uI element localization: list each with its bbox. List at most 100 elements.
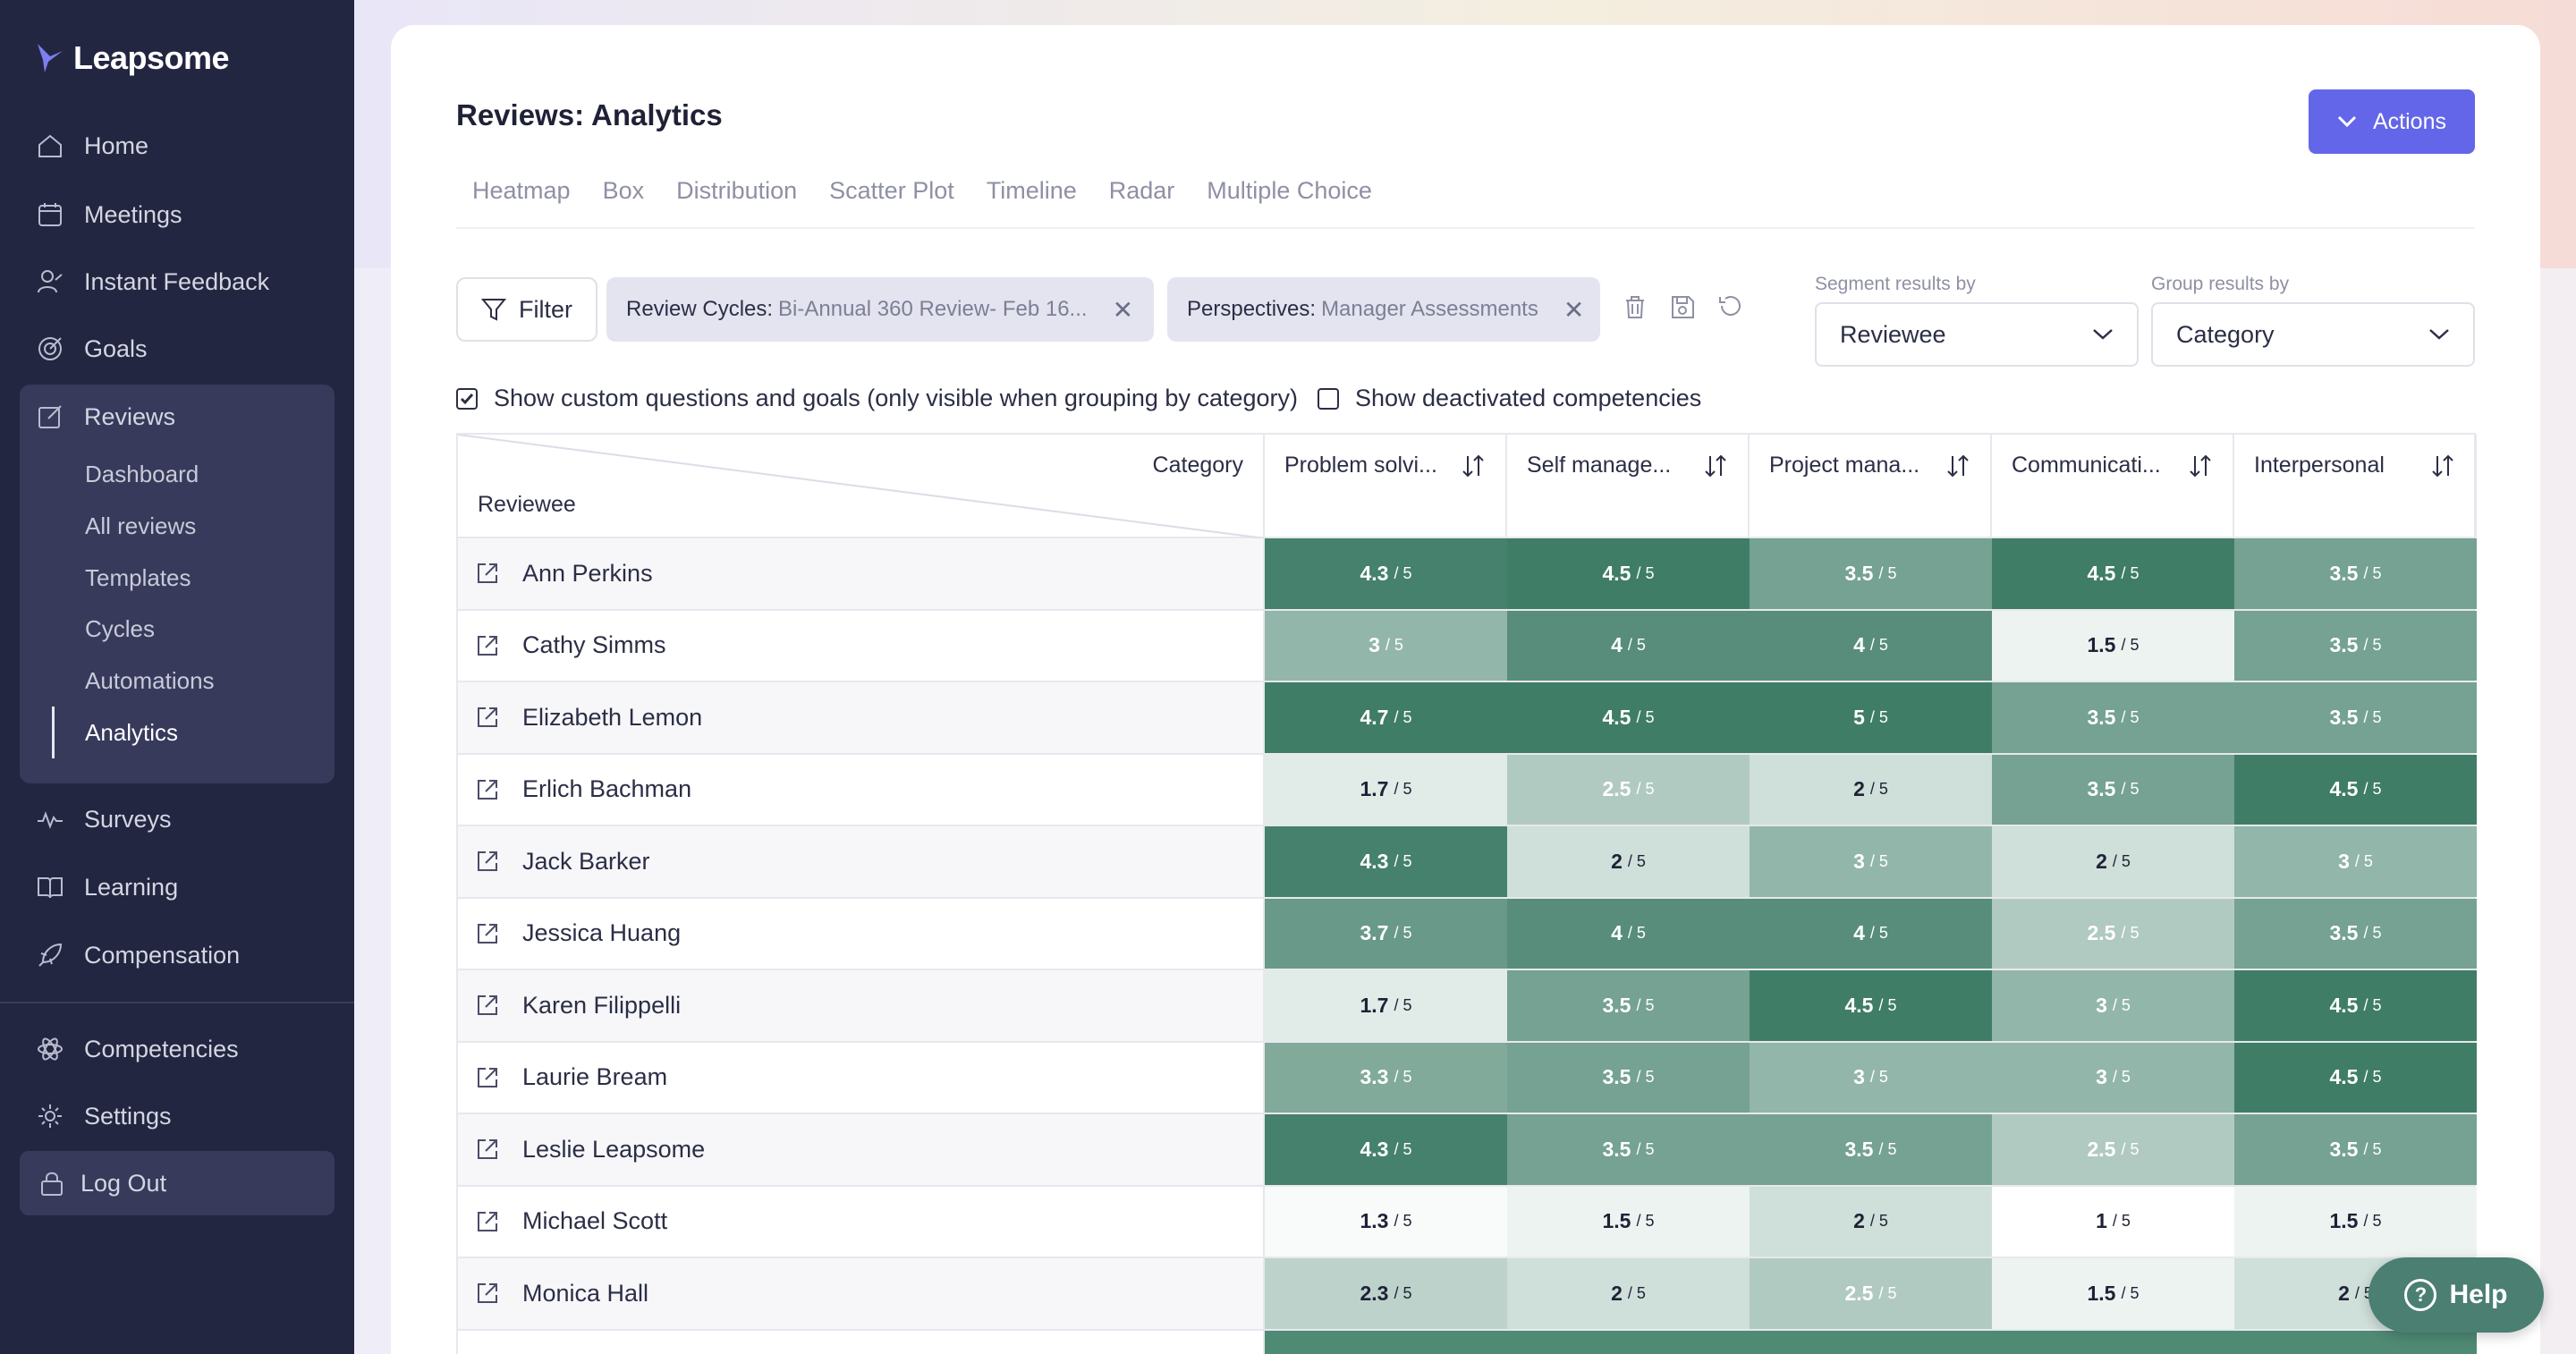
sidebar-item-settings[interactable]: Settings — [36, 1089, 172, 1143]
reviewee-cell[interactable]: Erlich Bachman — [458, 754, 1265, 825]
reviewee-cell[interactable]: Nick Y... — [458, 1330, 1265, 1354]
score-denominator: / 5 — [2363, 924, 2382, 943]
external-link-icon[interactable] — [474, 560, 501, 587]
filter-button[interactable]: Filter — [456, 277, 597, 342]
filter-chip-review-cycles[interactable]: Review Cycles: Bi-Annual 360 Review- Feb… — [606, 277, 1154, 342]
reviewee-cell[interactable]: Karen Filippelli — [458, 970, 1265, 1041]
reviewee-cell[interactable]: Leslie Leapsome — [458, 1114, 1265, 1185]
sidebar-item-instant-feedback[interactable]: Instant Feedback — [36, 255, 269, 309]
external-link-icon[interactable] — [474, 704, 501, 731]
tab-distribution[interactable]: Distribution — [676, 177, 798, 204]
external-link-icon[interactable] — [474, 776, 501, 803]
score-cell: 3.5/ 5 — [2234, 898, 2477, 969]
sidebar-item-learning[interactable]: Learning — [36, 860, 178, 914]
column-header[interactable]: Communicati... — [1992, 435, 2234, 538]
tab-heatmap[interactable]: Heatmap — [472, 177, 571, 204]
reviewee-name: Ann Perkins — [522, 559, 653, 587]
external-link-icon[interactable] — [474, 632, 501, 659]
question-icon: ? — [2404, 1279, 2437, 1311]
sidebar-item-home[interactable]: Home — [36, 119, 148, 173]
score-cell: 4/ 5 — [1507, 898, 1750, 969]
save-icon[interactable] — [1669, 293, 1698, 322]
sort-icon[interactable] — [2430, 453, 2455, 479]
sidebar-item-competencies[interactable]: Competencies — [36, 1022, 239, 1076]
sidebar-sub-templates[interactable]: Templates — [85, 564, 191, 591]
custom-questions-toggle[interactable]: Show custom questions and goals (only vi… — [456, 385, 1298, 412]
reviewee-cell[interactable]: Michael Scott — [458, 1186, 1265, 1257]
external-link-icon[interactable] — [474, 992, 501, 1019]
reviewee-cell[interactable]: Monica Hall — [458, 1258, 1265, 1329]
score-cell: 3.5/ 5 — [1507, 1114, 1750, 1185]
reviewee-cell[interactable]: Elizabeth Lemon — [458, 682, 1265, 753]
column-header[interactable]: Problem solvi... — [1265, 435, 1507, 538]
sidebar-item-surveys[interactable]: Surveys — [36, 792, 172, 846]
tab-scatter-plot[interactable]: Scatter Plot — [829, 177, 954, 204]
tab-timeline[interactable]: Timeline — [986, 177, 1077, 204]
sort-icon[interactable] — [1945, 453, 1970, 479]
tab-multiple-choice[interactable]: Multiple Choice — [1207, 177, 1372, 204]
filter-chip-perspectives[interactable]: Perspectives: Manager Assessments ✕ — [1167, 277, 1600, 342]
sort-icon[interactable] — [2188, 453, 2213, 479]
score-cell: 4.5/ 5 — [2234, 970, 2477, 1041]
score-value: 2 — [2096, 849, 2107, 873]
sidebar-item-meetings[interactable]: Meetings — [36, 188, 182, 241]
score-value: 4.5 — [1602, 705, 1631, 729]
table-row: Michael Scott 1.3/ 5 1.5/ 5 2/ 5 1/ 5 1.5/ 5 — [458, 1186, 2477, 1258]
trash-icon[interactable] — [1622, 293, 1650, 322]
column-header[interactable]: Project mana... — [1750, 435, 1992, 538]
sidebar-sub-cycles[interactable]: Cycles — [85, 615, 156, 642]
external-link-icon[interactable] — [474, 848, 501, 875]
score-cell — [1507, 1330, 1750, 1354]
checkbox-unchecked[interactable] — [1318, 387, 1339, 410]
sort-icon[interactable] — [1703, 453, 1728, 479]
sidebar-sub-all-reviews[interactable]: All reviews — [85, 512, 197, 539]
score-cell: 3.5/ 5 — [2234, 610, 2477, 681]
segment-select[interactable]: Reviewee — [1815, 302, 2139, 367]
column-header[interactable]: Interpersonal — [2234, 435, 2477, 538]
reviewee-cell[interactable]: Jack Barker — [458, 826, 1265, 897]
external-link-icon[interactable] — [474, 920, 501, 947]
sidebar-sub-dashboard[interactable]: Dashboard — [85, 461, 199, 487]
close-icon[interactable]: ✕ — [1112, 295, 1134, 324]
reviewee-cell[interactable]: Jessica Huang — [458, 898, 1265, 969]
external-link-icon[interactable] — [474, 1208, 501, 1235]
sort-icon[interactable] — [1461, 453, 1486, 479]
reviewee-cell[interactable]: Cathy Simms — [458, 610, 1265, 681]
score-value: 1.7 — [1360, 993, 1389, 1017]
score-value: 2 — [2338, 1281, 2350, 1305]
reset-icon[interactable] — [1716, 293, 1745, 322]
reviewee-cell[interactable]: Laurie Bream — [458, 1042, 1265, 1113]
gear-icon — [38, 1104, 62, 1128]
tab-radar[interactable]: Radar — [1108, 177, 1175, 204]
reviewee-name: Nick Y... — [522, 1351, 609, 1354]
sidebar-item-compensation[interactable]: Compensation — [36, 928, 240, 982]
sidebar-item-reviews[interactable]: Reviews — [36, 390, 175, 444]
column-header[interactable]: Self manage... — [1507, 435, 1750, 538]
reviewee-cell[interactable]: Ann Perkins — [458, 538, 1265, 609]
score-value: 4.5 — [1602, 561, 1631, 585]
external-link-icon[interactable] — [474, 1064, 501, 1091]
score-cell: 3.3 / 5 — [1265, 1042, 1507, 1113]
app-logo[interactable]: Leapsome — [36, 39, 230, 77]
logout-button[interactable]: Log Out — [20, 1151, 335, 1215]
external-link-icon[interactable] — [474, 1280, 501, 1307]
sidebar-sub-analytics[interactable]: Analytics — [85, 719, 179, 746]
sidebar-sub-automations[interactable]: Automations — [85, 667, 215, 694]
score-cell: 4.3 / 5 — [1265, 826, 1507, 897]
tab-box[interactable]: Box — [602, 177, 645, 204]
group-select[interactable]: Category — [2151, 302, 2475, 367]
actions-button[interactable]: Actions — [2309, 89, 2475, 154]
help-button[interactable]: ? Help — [2368, 1257, 2544, 1333]
checkbox-checked[interactable] — [456, 387, 478, 410]
score-denominator: / 5 — [1636, 1139, 1655, 1158]
score-cell: 1.5 / 5 — [1992, 1258, 2234, 1329]
deactivated-toggle[interactable]: Show deactivated competencies — [1318, 385, 1701, 412]
close-icon[interactable]: ✕ — [1563, 295, 1585, 324]
reviewee-name: Michael Scott — [522, 1207, 668, 1235]
score-cell — [1992, 1330, 2234, 1354]
sidebar-item-label: Meetings — [84, 200, 182, 228]
external-link-icon[interactable] — [474, 1136, 501, 1163]
sidebar-item-goals[interactable]: Goals — [36, 322, 148, 376]
score-cell: 2/ 5 — [1507, 1258, 1750, 1329]
